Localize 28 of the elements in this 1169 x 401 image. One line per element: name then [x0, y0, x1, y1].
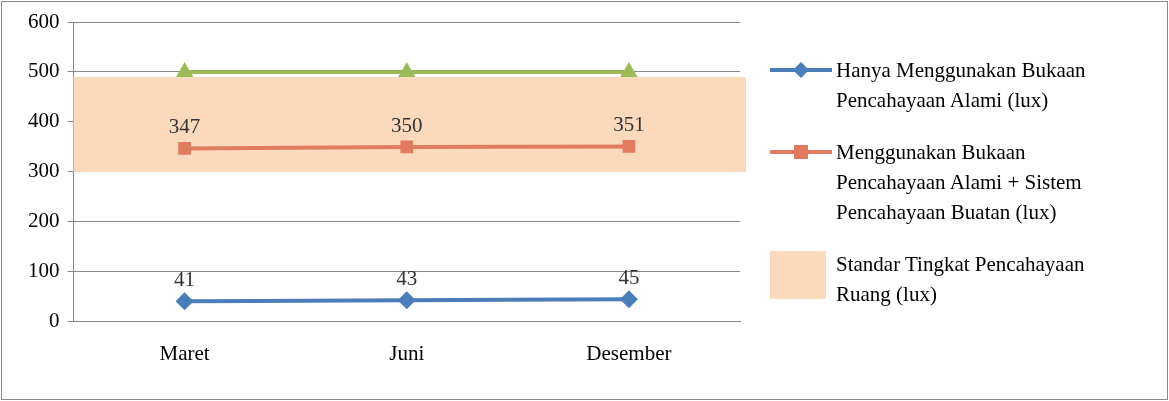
y-tick-label: 300 — [28, 158, 60, 183]
y-tick-label: 400 — [28, 108, 60, 133]
legend-label: Standar Tingkat Pencahayaan Ruang (lux) — [836, 251, 1086, 308]
y-tick-label: 500 — [28, 58, 60, 83]
legend-label: Menggunakan Bukaan Pencahayaan Alami + Sistem Pencahayaan Buatan (lux) — [836, 139, 1083, 226]
point — [400, 140, 414, 154]
point — [175, 61, 194, 77]
point — [622, 140, 636, 153]
x-tick-label: Maret — [159, 340, 210, 365]
point — [175, 292, 194, 311]
data-label: 350 — [391, 112, 423, 137]
data-label: 45 — [618, 265, 640, 290]
point — [397, 291, 416, 310]
data-label: 347 — [168, 114, 201, 139]
point — [178, 142, 191, 155]
y-tick-label: 200 — [28, 208, 60, 233]
x-tick-label: Desember — [586, 340, 672, 365]
data-label: 43 — [396, 266, 418, 291]
legend-label: Hanya Menggunakan Bukaan Pencahayaan Alami (lux) — [836, 57, 1087, 114]
y-tick-label: 600 — [28, 8, 60, 33]
y-tick-label: 100 — [28, 258, 60, 283]
point — [619, 290, 638, 309]
x-tick-label: Juni — [389, 340, 425, 365]
data-label: 41 — [174, 267, 196, 292]
point — [620, 61, 638, 77]
y-tick-label: 0 — [49, 308, 60, 333]
point — [398, 61, 416, 77]
data-label: 351 — [613, 112, 645, 137]
